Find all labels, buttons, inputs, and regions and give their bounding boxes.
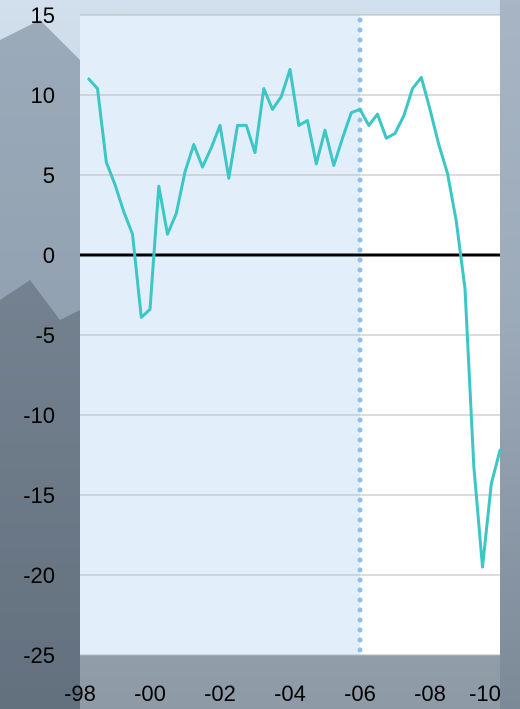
x-tick-label: -98 [64, 681, 96, 706]
y-tick-label: -15 [23, 483, 55, 508]
gridlines [80, 14, 500, 656]
x-tick-label: -08 [414, 681, 446, 706]
y-tick-label: 5 [43, 163, 55, 188]
x-tick-label: -06 [344, 681, 376, 706]
x-tick-label: -00 [134, 681, 166, 706]
x-tick-label: -10 [469, 681, 501, 706]
series-group [87, 67, 502, 569]
y-tick-label: 15 [31, 3, 55, 28]
y-tick-label: 0 [43, 243, 55, 268]
y-tick-label: -20 [23, 563, 55, 588]
y-axis-tick-labels: 15 10 5 0 -5 -10 -15 -20 -25 [23, 3, 55, 668]
series-line-0 [87, 67, 502, 569]
y-tick-label: 10 [31, 83, 55, 108]
y-tick-label: -25 [23, 643, 55, 668]
y-tick-label: -10 [23, 403, 55, 428]
y-tick-label: -5 [35, 323, 55, 348]
x-axis-tick-labels: -98 -00 -02 -04 -06 -08 -10 [64, 681, 501, 706]
x-tick-label: -04 [274, 681, 306, 706]
x-tick-label: -02 [204, 681, 236, 706]
